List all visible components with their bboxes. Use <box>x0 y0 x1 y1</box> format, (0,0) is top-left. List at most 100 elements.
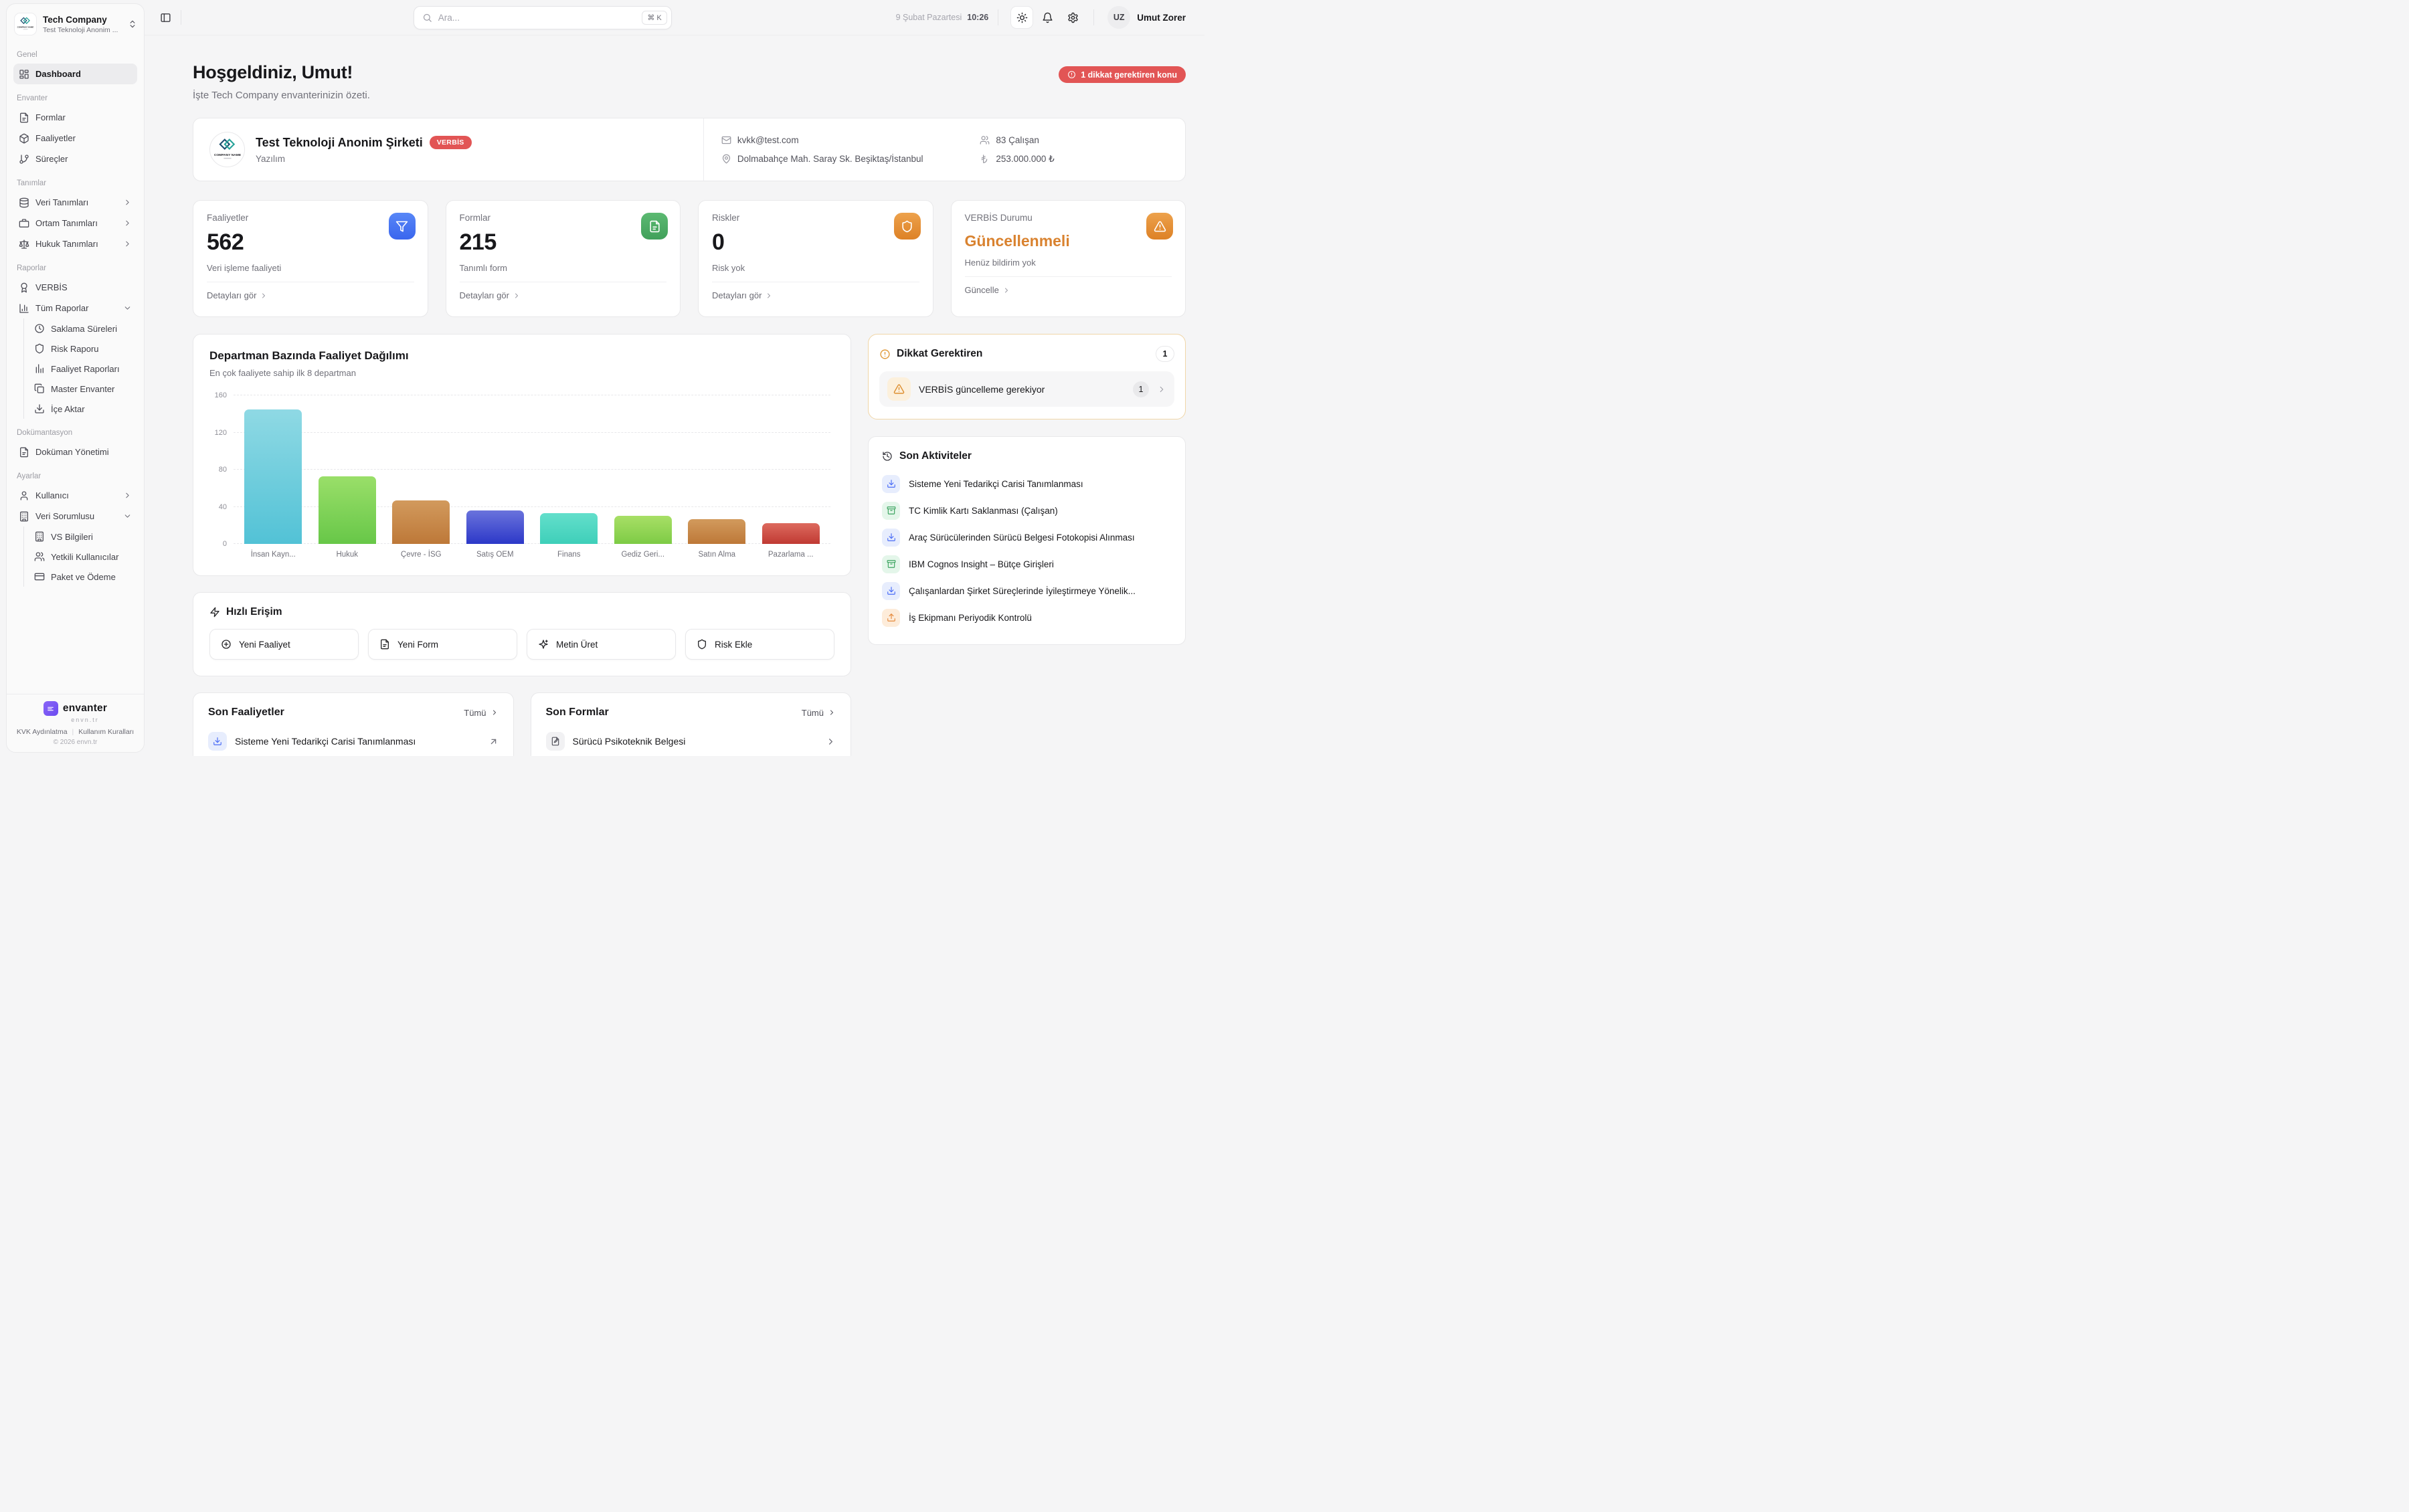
bar-column: İnsan Kayn... <box>244 395 302 559</box>
chevron-right-icon <box>123 219 132 227</box>
map-pin-icon <box>721 154 731 164</box>
activities-title: Son Aktiviteler <box>899 450 972 462</box>
add-risk-button[interactable]: Risk Ekle <box>685 629 834 660</box>
sidebar-item-veri-sorumlusu[interactable]: Veri Sorumlusu <box>13 506 137 527</box>
bar <box>762 523 820 544</box>
see-all-link[interactable]: Tümü <box>802 708 836 718</box>
notifications-button[interactable] <box>1036 6 1059 29</box>
section-label-raporlar: Raporlar <box>17 264 47 272</box>
activity-row[interactable]: Sisteme Yeni Tedarikçi Carisi Tanımlanma… <box>882 470 1172 497</box>
search-shortcut-badge: ⌘ K <box>642 10 667 25</box>
alert-circle-icon <box>1067 70 1076 79</box>
sidebar-item-label: Doküman Yönetimi <box>35 447 109 457</box>
search-box[interactable]: ⌘ K <box>413 5 672 29</box>
sidebar-item-ice-aktar[interactable]: İçe Aktar <box>29 399 137 419</box>
scale-icon <box>19 239 29 250</box>
search-input[interactable] <box>438 12 636 23</box>
topbar-time: 10:26 <box>967 13 989 22</box>
quick-access-card: Hızlı Erişim Yeni Faaliyet Yeni Form <box>193 592 851 676</box>
stat-subtitle: Risk yok <box>712 263 745 273</box>
sidebar-item-risk-raporu[interactable]: Risk Raporu <box>29 339 137 359</box>
sidebar-item-ortam-tanimlari[interactable]: Ortam Tanımları <box>13 213 137 233</box>
panel-left-icon <box>160 12 171 23</box>
x-axis-label: Hukuk <box>336 551 359 559</box>
details-link[interactable]: Detayları gör <box>460 290 667 300</box>
details-link[interactable]: Detayları gör <box>712 290 919 300</box>
details-link[interactable]: Detayları gör <box>207 290 414 300</box>
sidebar-item-faaliyet-raporlari[interactable]: Faaliyet Raporları <box>29 359 137 379</box>
section-label-genel: Genel <box>17 51 37 59</box>
attention-item-verbis[interactable]: VERBİS güncelleme gerekiyor 1 <box>879 371 1174 407</box>
attention-count-badge[interactable]: 1 dikkat gerektiren konu <box>1059 66 1186 83</box>
link-kvk-aydinlatma[interactable]: KVK Aydınlatma <box>16 728 68 736</box>
bar-column: Finans <box>540 395 598 559</box>
theme-toggle-button[interactable] <box>1010 6 1034 29</box>
settings-button[interactable] <box>1061 6 1084 29</box>
copy-icon <box>34 383 45 394</box>
chevron-right-icon <box>513 292 521 300</box>
users-icon <box>980 135 990 145</box>
avatar[interactable]: UZ <box>1107 6 1131 29</box>
shield-icon <box>697 639 707 650</box>
sidebar-item-hukuk-tanimlari[interactable]: Hukuk Tanımları <box>13 233 137 254</box>
activity-row[interactable]: Çalışanlardan Şirket Süreçlerinde İyileş… <box>882 577 1172 604</box>
new-form-button[interactable]: Yeni Form <box>368 629 517 660</box>
recent-form-row[interactable]: Sürücü Psikoteknik Belgesi <box>545 732 836 751</box>
sparkles-icon <box>538 639 549 650</box>
brand-name: envanter <box>62 702 108 714</box>
link-kullanim-kurallari[interactable]: Kullanım Kuralları <box>78 728 135 736</box>
building-icon <box>19 511 29 522</box>
generate-text-button[interactable]: Metin Üret <box>527 629 676 660</box>
company-sector: Yazılım <box>256 153 286 164</box>
sun-icon <box>1016 12 1028 23</box>
activity-row[interactable]: İş Ekipmanı Periyodik Kontrolü <box>882 604 1172 631</box>
gridline: 40 <box>219 503 830 511</box>
company-switcher[interactable]: COMPANY NAME Tech Company Test Teknoloji… <box>7 4 144 41</box>
sidebar-toggle-button[interactable] <box>155 7 175 27</box>
sidebar-item-dashboard[interactable]: Dashboard <box>13 64 137 84</box>
quick-access-title: Hızlı Erişim <box>226 606 282 618</box>
activity-row[interactable]: Araç Sürücülerinden Sürücü Belgesi Fotok… <box>882 524 1172 551</box>
brand: envanter <box>15 701 136 716</box>
recent-activities-panel: Son Aktiviteler Sisteme Yeni Tedarikçi C… <box>868 436 1186 645</box>
sidebar-item-surecler[interactable]: Süreçler <box>13 149 137 169</box>
gridline: 0 <box>223 540 830 548</box>
file-text-icon <box>641 213 668 240</box>
new-activity-button[interactable]: Yeni Faaliyet <box>209 629 359 660</box>
sidebar-item-veri-tanimlari[interactable]: Veri Tanımları <box>13 192 137 213</box>
sidebar-item-saklama-sureleri[interactable]: Saklama Süreleri <box>29 318 137 339</box>
bar-lines-icon <box>34 363 45 374</box>
bar-column: Satın Alma <box>688 395 746 559</box>
sidebar-item-label: Faaliyet Raporları <box>51 363 120 374</box>
stat-title: Faaliyetler <box>207 213 249 223</box>
bar <box>244 409 302 544</box>
update-link[interactable]: Güncelle <box>965 285 1172 295</box>
sidebar-item-dokuman-yonetimi[interactable]: Doküman Yönetimi <box>13 442 137 462</box>
bar <box>392 500 450 544</box>
mail-icon <box>721 135 731 145</box>
attention-count: 1 <box>1156 346 1174 362</box>
users-icon <box>34 551 45 562</box>
package-icon <box>19 133 29 144</box>
sidebar-item-yetkili-kullanicilar[interactable]: Yetkili Kullanıcılar <box>29 547 137 567</box>
sidebar-item-tum-raporlar[interactable]: Tüm Raporlar <box>13 298 137 318</box>
chevron-down-icon <box>123 304 132 312</box>
dashboard-icon <box>19 69 29 80</box>
sidebar-item-faaliyetler[interactable]: Faaliyetler <box>13 128 137 149</box>
sidebar-item-formlar[interactable]: Formlar <box>13 107 137 128</box>
sidebar-item-kullanici[interactable]: Kullanıcı <box>13 485 137 506</box>
stat-subtitle: Henüz bildirim yok <box>964 258 1036 268</box>
see-all-link[interactable]: Tümü <box>464 708 498 718</box>
activity-row[interactable]: TC Kimlik Kartı Saklanması (Çalışan) <box>882 497 1172 524</box>
recent-activity-row[interactable]: Sisteme Yeni Tedarikçi Carisi Tanımlanma… <box>208 732 499 751</box>
sidebar-item-label: Hukuk Tanımları <box>35 239 98 249</box>
chevron-right-icon <box>765 292 773 300</box>
sidebar-item-verbis[interactable]: VERBİS <box>13 277 137 298</box>
sidebar-footer: envanter envn.tr KVK Aydınlatma | Kullan… <box>7 694 144 752</box>
sidebar-item-paket-ve-odeme[interactable]: Paket ve Ödeme <box>29 567 137 587</box>
sidebar-item-master-envanter[interactable]: Master Envanter <box>29 379 137 399</box>
activity-row[interactable]: IBM Cognos Insight – Bütçe Girişleri <box>882 551 1172 577</box>
user-name[interactable]: Umut Zorer <box>1137 12 1186 23</box>
sidebar-item-vs-bilgileri[interactable]: VS Bilgileri <box>29 527 137 547</box>
chevron-right-icon <box>123 491 132 500</box>
